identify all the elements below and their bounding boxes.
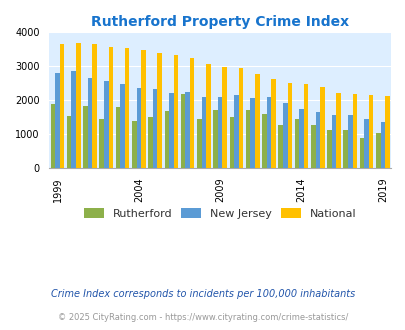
Bar bbox=[206, 64, 210, 168]
Bar bbox=[222, 67, 226, 168]
Bar bbox=[92, 44, 97, 168]
Bar bbox=[124, 48, 129, 168]
Bar bbox=[136, 88, 141, 168]
Bar bbox=[245, 110, 250, 168]
Bar bbox=[294, 119, 298, 168]
Bar bbox=[278, 125, 282, 168]
Bar bbox=[368, 95, 373, 168]
Bar bbox=[168, 93, 173, 168]
Bar bbox=[254, 74, 259, 168]
Bar bbox=[352, 94, 356, 168]
Bar bbox=[115, 107, 120, 168]
Bar bbox=[234, 95, 238, 168]
Bar bbox=[157, 53, 162, 168]
Bar bbox=[51, 104, 55, 168]
Bar bbox=[104, 81, 108, 168]
Legend: Rutherford, New Jersey, National: Rutherford, New Jersey, National bbox=[79, 203, 360, 223]
Bar bbox=[282, 103, 287, 168]
Bar bbox=[262, 114, 266, 168]
Bar bbox=[173, 55, 178, 168]
Bar bbox=[343, 130, 347, 168]
Bar bbox=[76, 43, 80, 168]
Bar bbox=[229, 117, 234, 168]
Bar bbox=[180, 94, 185, 168]
Bar bbox=[108, 47, 113, 168]
Bar bbox=[384, 96, 389, 168]
Bar bbox=[185, 92, 190, 168]
Bar bbox=[319, 87, 324, 168]
Bar bbox=[315, 112, 319, 168]
Bar bbox=[375, 133, 379, 168]
Bar bbox=[164, 111, 168, 168]
Bar bbox=[152, 89, 157, 168]
Bar bbox=[217, 97, 222, 168]
Bar bbox=[331, 115, 335, 168]
Bar bbox=[326, 130, 331, 168]
Bar bbox=[213, 110, 217, 168]
Bar bbox=[87, 78, 92, 168]
Bar bbox=[190, 58, 194, 168]
Bar bbox=[67, 116, 71, 168]
Bar bbox=[303, 84, 307, 168]
Bar bbox=[359, 138, 363, 168]
Bar bbox=[148, 117, 152, 168]
Bar bbox=[266, 97, 271, 168]
Title: Rutherford Property Crime Index: Rutherford Property Crime Index bbox=[91, 15, 348, 29]
Bar bbox=[99, 119, 104, 168]
Bar bbox=[298, 109, 303, 168]
Bar bbox=[120, 84, 124, 168]
Bar bbox=[55, 73, 60, 168]
Bar bbox=[60, 44, 64, 168]
Bar bbox=[141, 50, 145, 168]
Bar bbox=[250, 98, 254, 168]
Bar bbox=[71, 71, 76, 168]
Bar bbox=[335, 93, 340, 168]
Bar bbox=[238, 68, 243, 168]
Bar bbox=[132, 120, 136, 168]
Bar bbox=[271, 79, 275, 168]
Text: © 2025 CityRating.com - https://www.cityrating.com/crime-statistics/: © 2025 CityRating.com - https://www.city… bbox=[58, 313, 347, 322]
Bar bbox=[363, 119, 368, 168]
Bar bbox=[310, 125, 315, 168]
Bar bbox=[347, 115, 352, 168]
Text: Crime Index corresponds to incidents per 100,000 inhabitants: Crime Index corresponds to incidents per… bbox=[51, 289, 354, 299]
Bar bbox=[196, 119, 201, 168]
Bar bbox=[287, 83, 291, 168]
Bar bbox=[201, 97, 206, 168]
Bar bbox=[83, 106, 87, 168]
Bar bbox=[379, 122, 384, 168]
